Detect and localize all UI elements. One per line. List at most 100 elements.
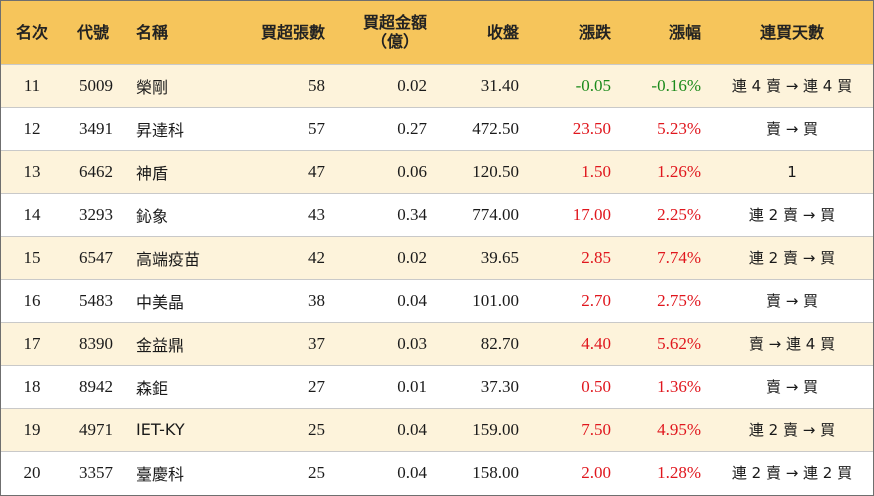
header-pct: 漲幅 bbox=[668, 22, 701, 42]
cell-pct: 1.28% bbox=[657, 462, 701, 482]
header-close: 收盤 bbox=[486, 22, 519, 42]
header-net-amount-line1: 買超金額 bbox=[362, 13, 427, 33]
cell-code: 5009 bbox=[79, 75, 113, 95]
cell-close: 37.30 bbox=[480, 376, 519, 396]
cell-net-lots: 47 bbox=[308, 161, 325, 181]
cell-net-lots: 42 bbox=[308, 247, 325, 267]
cell-name: 昇達科 bbox=[136, 120, 185, 140]
cell-rank: 18 bbox=[23, 376, 41, 396]
header-days: 連買天數 bbox=[759, 22, 824, 42]
table-row: 18 8942 森鉅 27 0.01 37.30 0.50 1.36% 賣 → 買 bbox=[1, 365, 873, 408]
cell-close: 120.50 bbox=[472, 161, 519, 181]
header-row: 名次 代號 名稱 買超張數 買超金額 （億） 收盤 漲跌 漲幅 連買天數 bbox=[1, 1, 873, 64]
table-row: 20 3357 臺慶科 25 0.04 158.00 2.00 1.28% 連 2 賣 → 連 … bbox=[1, 451, 873, 494]
cell-name: 臺慶科 bbox=[136, 464, 185, 484]
cell-rank: 11 bbox=[23, 75, 41, 95]
table-row: 14 3293 鈊象 43 0.34 774.00 17.00 2.25% 連 2 賣 → 買 bbox=[1, 193, 873, 236]
cell-days: 1 bbox=[787, 162, 797, 181]
cell-days: 連 2 賣 → 買 bbox=[748, 206, 836, 224]
cell-net-amount: 0.01 bbox=[397, 376, 427, 396]
cell-net-lots: 43 bbox=[308, 204, 325, 224]
cell-name: IET-KY bbox=[136, 420, 185, 439]
cell-code: 5483 bbox=[79, 290, 113, 310]
cell-net-lots: 38 bbox=[308, 290, 325, 310]
cell-change: 0.50 bbox=[581, 376, 611, 396]
table-row: 11 5009 榮剛 58 0.02 31.40 -0.05 -0.16% 連 4 賣 → 連 … bbox=[1, 64, 873, 107]
cell-code: 3357 bbox=[79, 462, 113, 482]
cell-pct: 1.36% bbox=[657, 376, 701, 396]
cell-days: 賣 → 買 bbox=[765, 292, 819, 310]
table-body: 11 5009 榮剛 58 0.02 31.40 -0.05 -0.16% 連 4 賣 → 連 … bbox=[1, 64, 873, 494]
cell-close: 31.40 bbox=[480, 75, 519, 95]
table-row: 13 6462 神盾 47 0.06 120.50 1.50 1.26% 1 bbox=[1, 150, 873, 193]
cell-pct: 2.75% bbox=[657, 290, 701, 310]
cell-net-lots: 27 bbox=[308, 376, 325, 396]
cell-change: 7.50 bbox=[581, 419, 611, 439]
cell-code: 6547 bbox=[79, 247, 113, 267]
cell-rank: 14 bbox=[23, 204, 41, 224]
table-header: 名次 代號 名稱 買超張數 買超金額 （億） 收盤 漲跌 漲幅 連買天數 bbox=[1, 1, 873, 64]
cell-net-amount: 0.34 bbox=[397, 204, 427, 224]
cell-code: 4971 bbox=[79, 419, 113, 439]
cell-name: 中美晶 bbox=[136, 292, 185, 312]
cell-pct: 5.62% bbox=[657, 333, 701, 353]
cell-rank: 17 bbox=[23, 333, 41, 353]
cell-pct: 4.95% bbox=[657, 419, 701, 439]
header-net-lots: 買超張數 bbox=[260, 22, 325, 42]
cell-days: 賣 → 連 4 買 bbox=[748, 335, 836, 353]
table-row: 15 6547 高端疫苗 42 0.02 39.65 2.85 7.74% 連 2 賣 → 買 bbox=[1, 236, 873, 279]
cell-rank: 13 bbox=[23, 161, 41, 181]
cell-net-lots: 25 bbox=[308, 462, 325, 482]
table-row: 16 5483 中美晶 38 0.04 101.00 2.70 2.75% 賣 → 買 bbox=[1, 279, 873, 322]
cell-pct: 7.74% bbox=[657, 247, 701, 267]
cell-code: 8942 bbox=[79, 376, 113, 396]
cell-name: 森鉅 bbox=[136, 378, 169, 398]
cell-net-lots: 25 bbox=[308, 419, 325, 439]
cell-close: 158.00 bbox=[472, 462, 519, 482]
cell-net-lots: 57 bbox=[308, 118, 325, 138]
cell-close: 82.70 bbox=[480, 333, 519, 353]
cell-rank: 15 bbox=[23, 247, 41, 267]
cell-net-amount: 0.04 bbox=[397, 290, 427, 310]
header-change: 漲跌 bbox=[578, 22, 611, 42]
cell-close: 774.00 bbox=[472, 204, 519, 224]
cell-pct: -0.16% bbox=[651, 75, 701, 95]
cell-days: 賣 → 買 bbox=[765, 378, 819, 396]
cell-net-amount: 0.03 bbox=[397, 333, 427, 353]
cell-change: 1.50 bbox=[581, 161, 611, 181]
cell-name: 金益鼎 bbox=[136, 335, 185, 355]
cell-net-amount: 0.02 bbox=[397, 75, 427, 95]
cell-name: 鈊象 bbox=[136, 206, 169, 226]
cell-rank: 12 bbox=[23, 118, 41, 138]
cell-code: 8390 bbox=[79, 333, 113, 353]
cell-net-lots: 58 bbox=[308, 75, 325, 95]
table-row: 19 4971 IET-KY 25 0.04 159.00 7.50 4.95% 連 2 賣 →… bbox=[1, 408, 873, 451]
cell-code: 3293 bbox=[79, 204, 113, 224]
cell-days: 連 2 賣 → 買 bbox=[748, 421, 836, 439]
cell-close: 159.00 bbox=[472, 419, 519, 439]
cell-rank: 20 bbox=[23, 462, 41, 482]
header-net-amount-line2: （億） bbox=[370, 32, 419, 52]
header-net-amount: 買超金額 （億） bbox=[335, 1, 437, 64]
cell-code: 6462 bbox=[79, 161, 113, 181]
cell-net-amount: 0.04 bbox=[397, 419, 427, 439]
cell-pct: 5.23% bbox=[657, 118, 701, 138]
cell-name: 神盾 bbox=[136, 163, 169, 183]
cell-change: 2.00 bbox=[581, 462, 611, 482]
cell-change: -0.05 bbox=[575, 75, 611, 95]
table-row: 12 3491 昇達科 57 0.27 472.50 23.50 5.23% 賣 → 買 bbox=[1, 107, 873, 150]
cell-days: 賣 → 買 bbox=[765, 120, 819, 138]
header-code: 代號 bbox=[77, 22, 110, 42]
cell-close: 101.00 bbox=[472, 290, 519, 310]
cell-close: 472.50 bbox=[472, 118, 519, 138]
cell-rank: 19 bbox=[23, 419, 41, 439]
cell-pct: 2.25% bbox=[657, 204, 701, 224]
cell-net-amount: 0.27 bbox=[397, 118, 427, 138]
cell-name: 高端疫苗 bbox=[136, 249, 201, 269]
cell-change: 23.50 bbox=[572, 118, 611, 138]
header-rank: 名次 bbox=[15, 22, 48, 42]
cell-days: 連 2 賣 → 買 bbox=[748, 249, 836, 267]
cell-close: 39.65 bbox=[480, 247, 519, 267]
